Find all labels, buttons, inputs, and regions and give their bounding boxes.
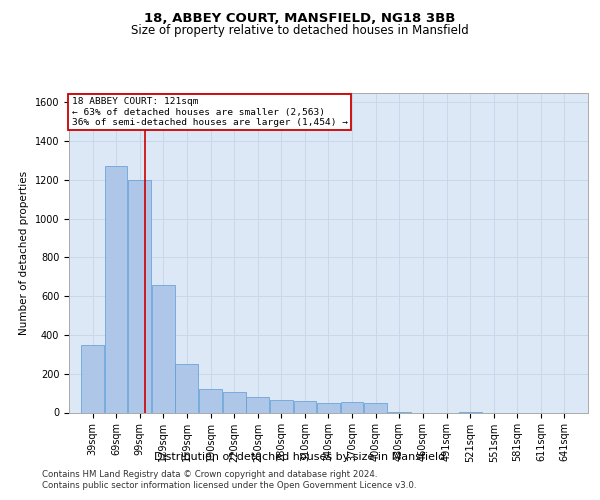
Bar	[81, 344, 104, 412]
Text: Contains HM Land Registry data © Crown copyright and database right 2024.: Contains HM Land Registry data © Crown c…	[42, 470, 377, 479]
Text: Contains public sector information licensed under the Open Government Licence v3: Contains public sector information licen…	[42, 481, 416, 490]
Text: Distribution of detached houses by size in Mansfield: Distribution of detached houses by size …	[154, 452, 446, 462]
Text: Size of property relative to detached houses in Mansfield: Size of property relative to detached ho…	[131, 24, 469, 37]
Bar	[270, 400, 293, 412]
Text: 18, ABBEY COURT, MANSFIELD, NG18 3BB: 18, ABBEY COURT, MANSFIELD, NG18 3BB	[145, 12, 455, 26]
Bar	[247, 397, 269, 412]
Bar	[223, 392, 246, 412]
Bar	[152, 284, 175, 412]
Bar	[104, 166, 127, 412]
Bar	[364, 403, 387, 412]
Bar	[175, 364, 198, 412]
Bar	[293, 401, 316, 412]
Bar	[199, 389, 223, 412]
Y-axis label: Number of detached properties: Number of detached properties	[19, 170, 29, 334]
Bar	[128, 180, 151, 412]
Bar	[341, 402, 364, 412]
Bar	[317, 403, 340, 412]
Text: 18 ABBEY COURT: 121sqm
← 63% of detached houses are smaller (2,563)
36% of semi-: 18 ABBEY COURT: 121sqm ← 63% of detached…	[71, 98, 347, 127]
